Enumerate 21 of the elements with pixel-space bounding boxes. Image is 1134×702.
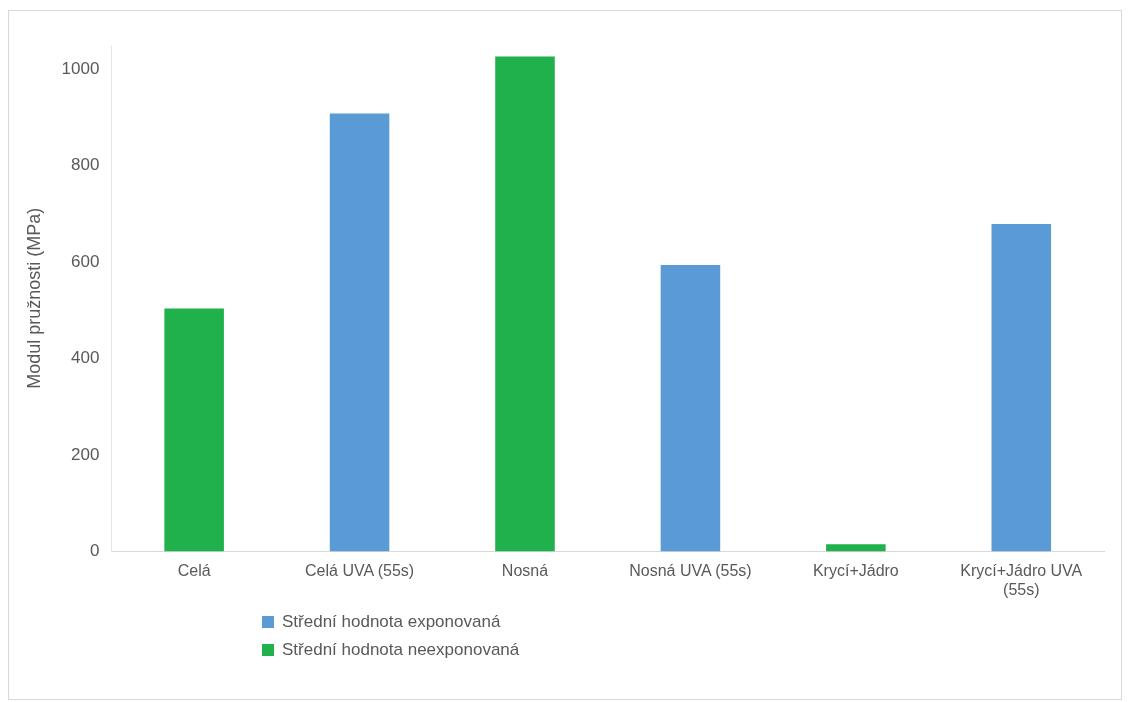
bar: [991, 224, 1052, 552]
x-tick-label: Celá: [177, 561, 211, 579]
y-axis-title: Modul pružnosti (MPa): [23, 207, 44, 389]
bar: [826, 544, 886, 552]
bar: [660, 265, 721, 552]
legend-label: Střední hodnota neexponovaná: [282, 640, 520, 660]
x-tick-label: Krycí+Jádro UVA (55s): [960, 561, 1083, 598]
bar: [329, 113, 390, 552]
y-tick-label: 1000: [61, 58, 100, 78]
bar: [495, 56, 555, 552]
bar: [164, 308, 224, 552]
x-tick-label: Krycí+Jádro: [812, 561, 899, 579]
x-tick-label: Celá UVA (55s): [305, 561, 415, 579]
y-tick-label: 800: [71, 155, 100, 175]
y-tick-label: 0: [89, 541, 100, 561]
y-tick-label: 400: [71, 348, 100, 368]
x-tick-label: Nosná: [501, 561, 549, 579]
y-tick-label: 600: [71, 251, 100, 271]
legend-label: Střední hodnota exponovaná: [282, 612, 501, 632]
x-tick-label: Nosná UVA (55s): [629, 561, 752, 579]
y-tick-label: 200: [71, 444, 100, 464]
